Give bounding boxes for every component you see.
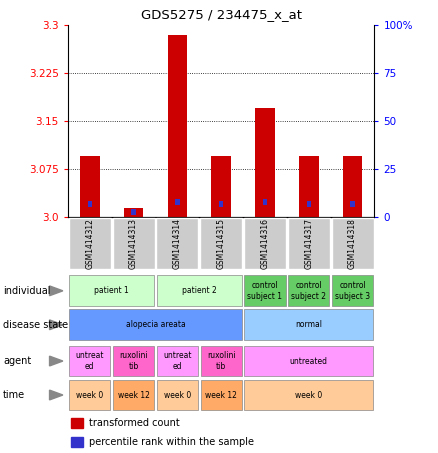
Text: time: time — [3, 390, 25, 400]
Bar — [299, 156, 319, 217]
Bar — [244, 275, 286, 306]
Bar — [175, 199, 180, 205]
Bar — [156, 218, 198, 269]
Bar — [263, 199, 267, 205]
Text: untreat
ed: untreat ed — [163, 352, 192, 371]
Text: agent: agent — [3, 356, 32, 366]
Bar — [219, 201, 223, 207]
Text: GSM1414316: GSM1414316 — [261, 218, 269, 269]
Text: individual: individual — [3, 286, 51, 296]
Text: ruxolini
tib: ruxolini tib — [119, 352, 148, 371]
Text: untreat
ed: untreat ed — [75, 352, 104, 371]
Text: control
subject 3: control subject 3 — [335, 281, 370, 300]
Bar — [113, 380, 154, 410]
Bar — [288, 218, 330, 269]
Text: control
subject 1: control subject 1 — [247, 281, 283, 300]
Text: disease state: disease state — [3, 320, 68, 330]
Bar — [71, 418, 83, 429]
Bar — [69, 346, 110, 376]
Bar — [113, 346, 154, 376]
Bar — [131, 209, 136, 215]
Text: GSM1414317: GSM1414317 — [304, 218, 313, 269]
Bar — [244, 380, 373, 410]
Polygon shape — [49, 390, 63, 400]
Bar — [244, 346, 373, 376]
Text: GSM1414312: GSM1414312 — [85, 218, 94, 269]
Bar — [307, 201, 311, 207]
Bar — [80, 156, 100, 217]
Bar — [201, 380, 242, 410]
Text: week 12: week 12 — [205, 390, 237, 400]
Bar — [69, 309, 242, 340]
Bar — [157, 380, 198, 410]
Bar — [71, 437, 83, 447]
Bar — [157, 275, 242, 306]
Text: untreated: untreated — [290, 357, 328, 366]
Polygon shape — [49, 356, 63, 366]
Bar — [168, 34, 187, 217]
Bar — [113, 218, 155, 269]
Bar — [255, 108, 275, 217]
Bar — [244, 218, 286, 269]
Polygon shape — [49, 320, 63, 330]
Bar — [244, 309, 373, 340]
Bar — [332, 275, 373, 306]
Text: patient 2: patient 2 — [182, 286, 217, 295]
Text: week 0: week 0 — [164, 390, 191, 400]
Text: GSM1414318: GSM1414318 — [348, 218, 357, 269]
Text: patient 1: patient 1 — [94, 286, 129, 295]
Bar — [69, 275, 154, 306]
Bar — [200, 218, 242, 269]
Bar — [69, 380, 110, 410]
Text: week 12: week 12 — [118, 390, 149, 400]
Text: transformed count: transformed count — [89, 418, 180, 428]
Bar — [332, 218, 374, 269]
Text: normal: normal — [295, 320, 322, 329]
Text: ruxolini
tib: ruxolini tib — [207, 352, 236, 371]
Bar — [124, 208, 144, 217]
Text: percentile rank within the sample: percentile rank within the sample — [89, 437, 254, 447]
Bar — [157, 346, 198, 376]
Text: GSM1414313: GSM1414313 — [129, 218, 138, 269]
Text: alopecia areata: alopecia areata — [126, 320, 185, 329]
Bar — [201, 346, 242, 376]
Text: GSM1414315: GSM1414315 — [217, 218, 226, 269]
Bar — [350, 201, 355, 207]
Bar — [343, 156, 363, 217]
Polygon shape — [49, 286, 63, 296]
Text: week 0: week 0 — [76, 390, 103, 400]
Bar — [288, 275, 329, 306]
Bar — [88, 201, 92, 207]
Bar — [212, 156, 231, 217]
Text: control
subject 2: control subject 2 — [291, 281, 326, 300]
Bar — [69, 218, 111, 269]
Text: GSM1414314: GSM1414314 — [173, 218, 182, 269]
Title: GDS5275 / 234475_x_at: GDS5275 / 234475_x_at — [141, 8, 302, 21]
Text: week 0: week 0 — [295, 390, 322, 400]
